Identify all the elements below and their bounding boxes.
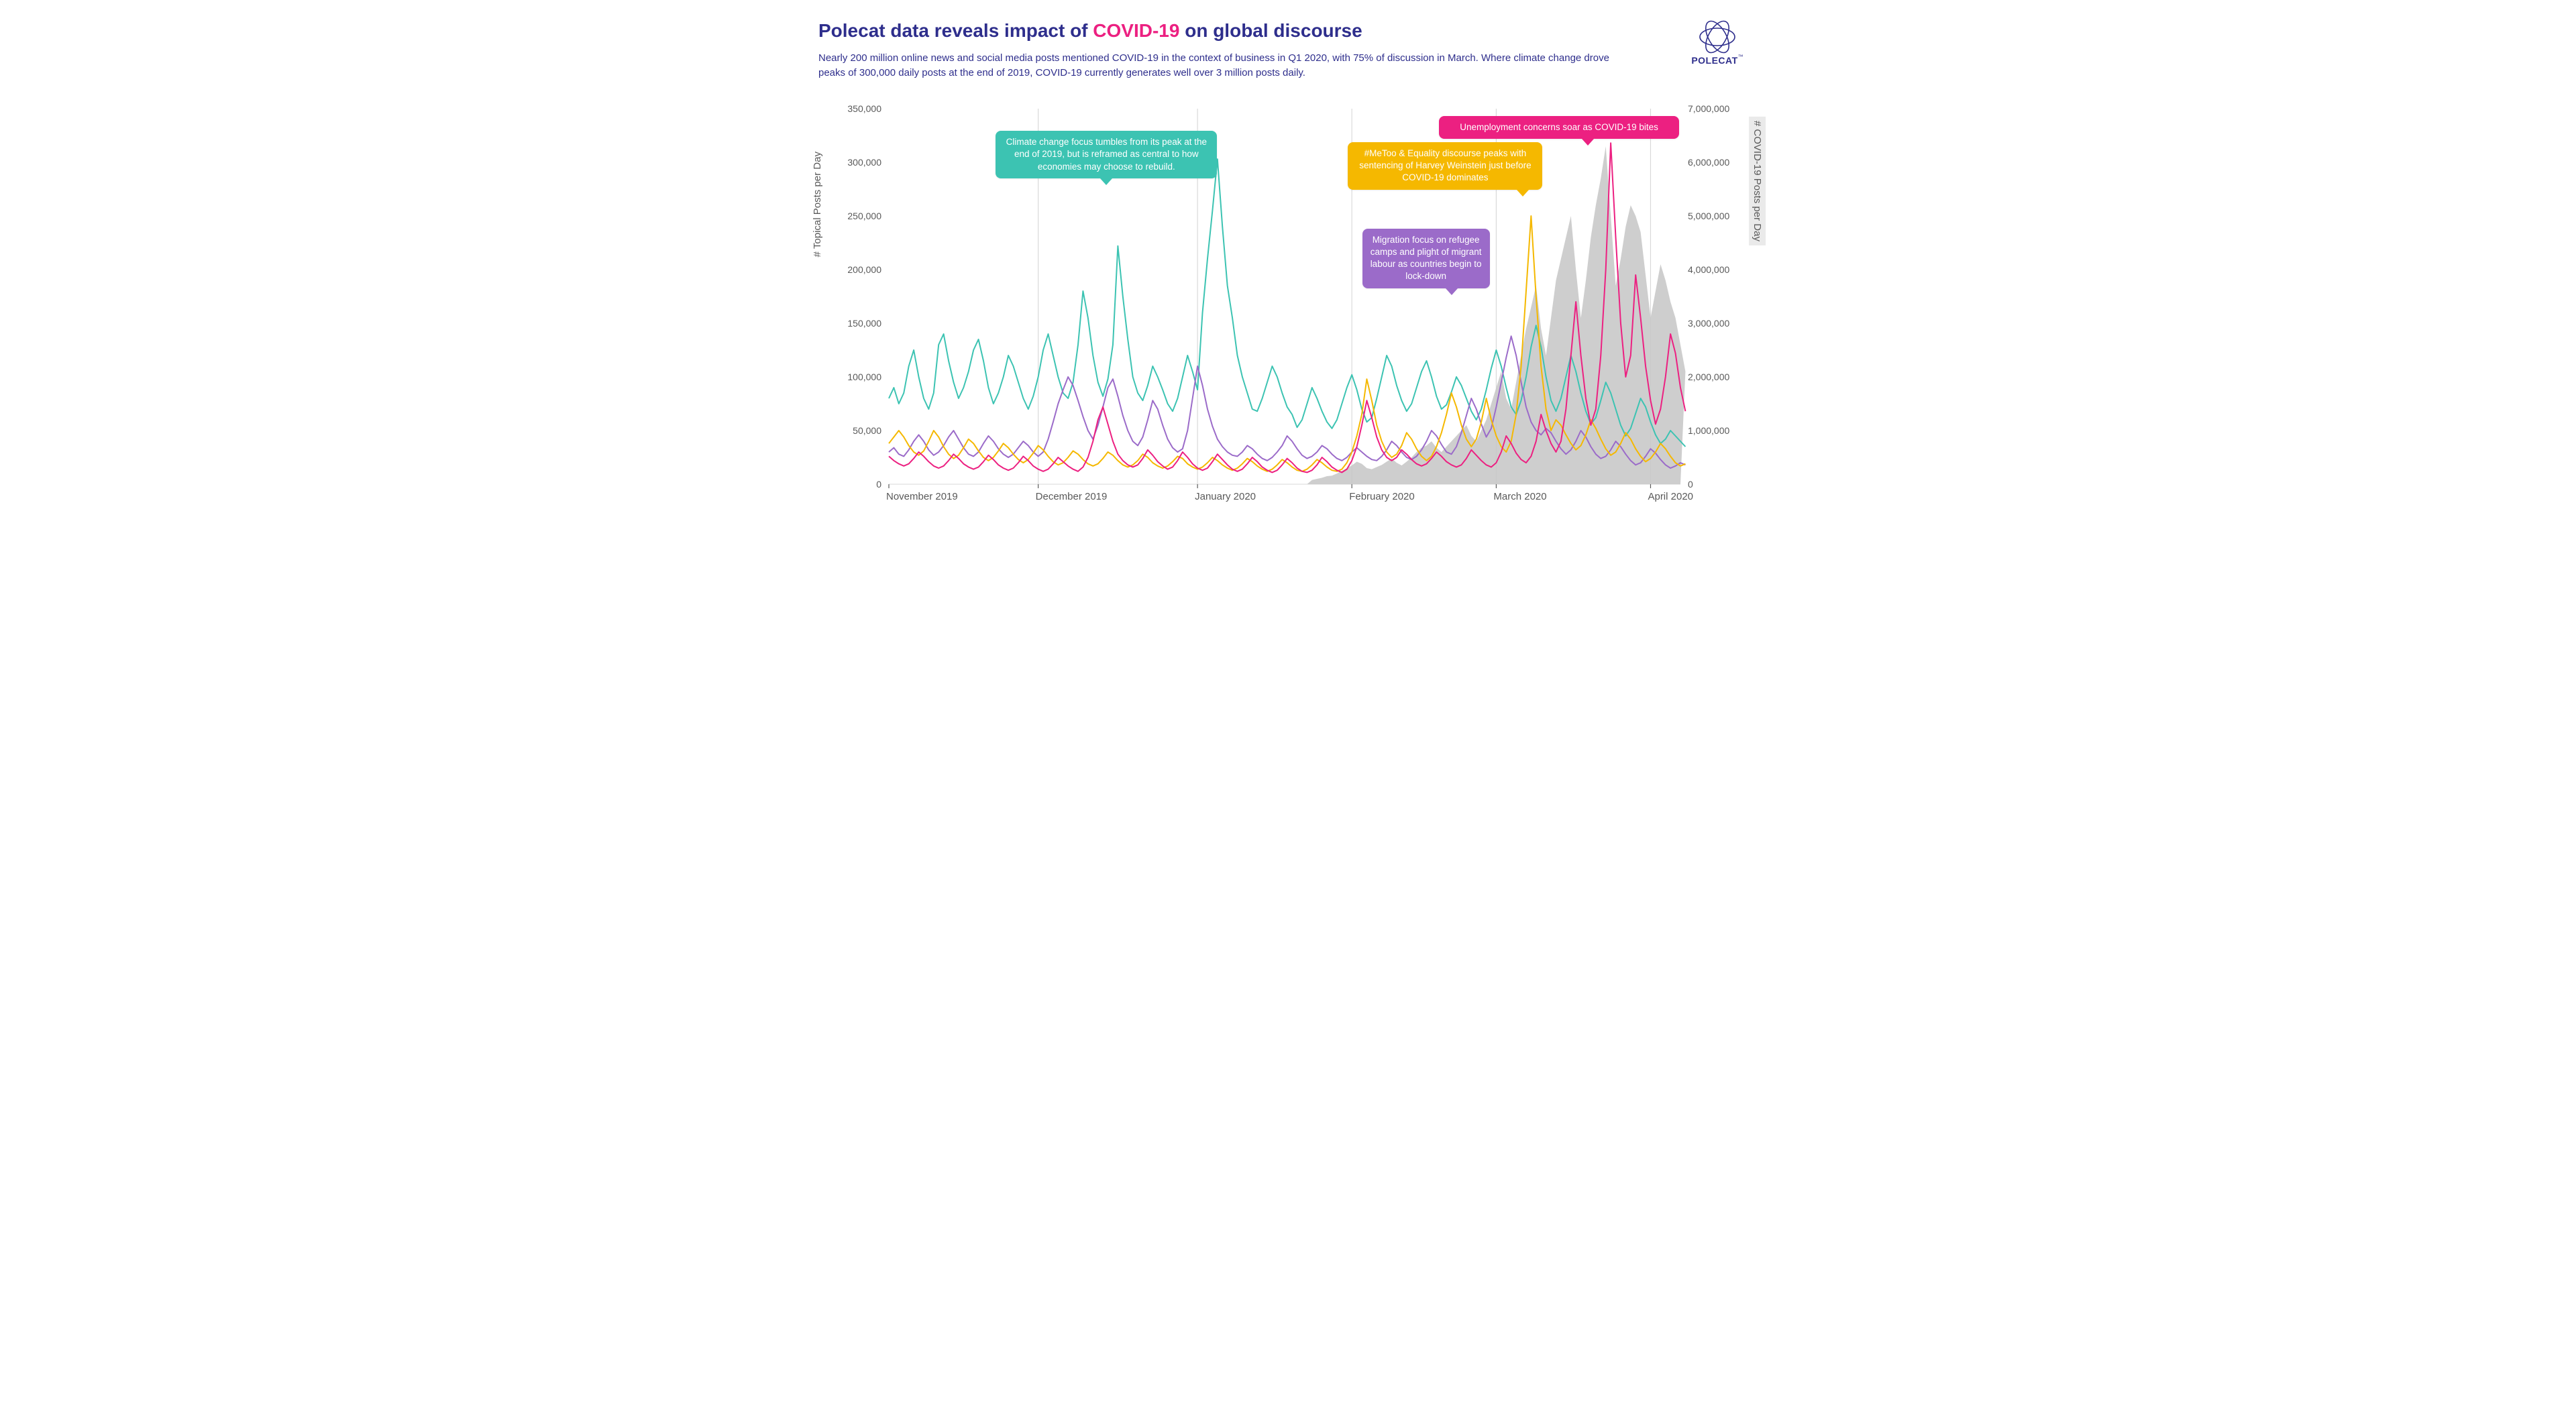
brand-logo: POLECAT™ [1677,20,1758,67]
y-left-tick: 0 [818,479,885,490]
y-right-tick: 6,000,000 [1684,157,1758,168]
callout-metoo: #MeToo & Equality discourse peaks with s… [1348,142,1542,190]
callout-pointer-icon [1446,288,1458,295]
y-right-tick: 7,000,000 [1684,103,1758,114]
title-accent: COVID-19 [1093,20,1179,41]
y-right-tick: 5,000,000 [1684,211,1758,221]
page-title: Polecat data reveals impact of COVID-19 … [818,20,1758,42]
chart: # Topical Posts per Day # COVID-19 Posts… [818,109,1758,511]
callout-migration: Migration focus on refugee camps and pli… [1362,229,1490,288]
y-right-tick: 2,000,000 [1684,372,1758,382]
y-right-tick: 4,000,000 [1684,264,1758,275]
y-left-tick: 300,000 [818,157,885,168]
callout-pointer-icon [1582,139,1594,146]
y-left-tick: 200,000 [818,264,885,275]
callout-unemployment: Unemployment concerns soar as COVID-19 b… [1439,116,1679,139]
x-axis-tick: January 2020 [1195,491,1256,502]
callout-pointer-icon [1100,178,1112,185]
title-part-a: Polecat data reveals impact of [818,20,1093,41]
header: POLECAT™ Polecat data reveals impact of … [818,20,1758,80]
callout-pointer-icon [1517,190,1529,197]
y-left-tick: 100,000 [818,372,885,382]
y-right-tick: 0 [1684,479,1758,490]
title-part-c: on global discourse [1179,20,1362,41]
brand-name: POLECAT [1691,55,1737,66]
brand-tm: ™ [1738,54,1743,60]
plot-area: Climate change focus tumbles from its pe… [889,109,1680,484]
x-axis-tick: April 2020 [1648,491,1693,502]
y-left-tick: 250,000 [818,211,885,221]
y-left-tick: 350,000 [818,103,885,114]
x-axis-tick: December 2019 [1036,491,1108,502]
x-axis-tick: March 2020 [1493,491,1546,502]
subtitle: Nearly 200 million online news and socia… [818,51,1610,80]
x-axis-tick: November 2019 [886,491,958,502]
infographic-page: POLECAT™ Polecat data reveals impact of … [792,0,1784,540]
x-axis-tick: February 2020 [1349,491,1415,502]
y-right-tick: 1,000,000 [1684,425,1758,436]
callout-climate: Climate change focus tumbles from its pe… [996,131,1217,178]
y-left-ticks: 050,000100,000150,000200,000250,000300,0… [818,109,885,484]
y-left-tick: 50,000 [818,425,885,436]
logo-icon [1699,20,1736,54]
y-left-tick: 150,000 [818,318,885,329]
y-right-tick: 3,000,000 [1684,318,1758,329]
y-right-ticks: 01,000,0002,000,0003,000,0004,000,0005,0… [1684,109,1758,484]
x-axis-ticks: November 2019 December 2019 January 2020 Fe… [889,487,1680,511]
